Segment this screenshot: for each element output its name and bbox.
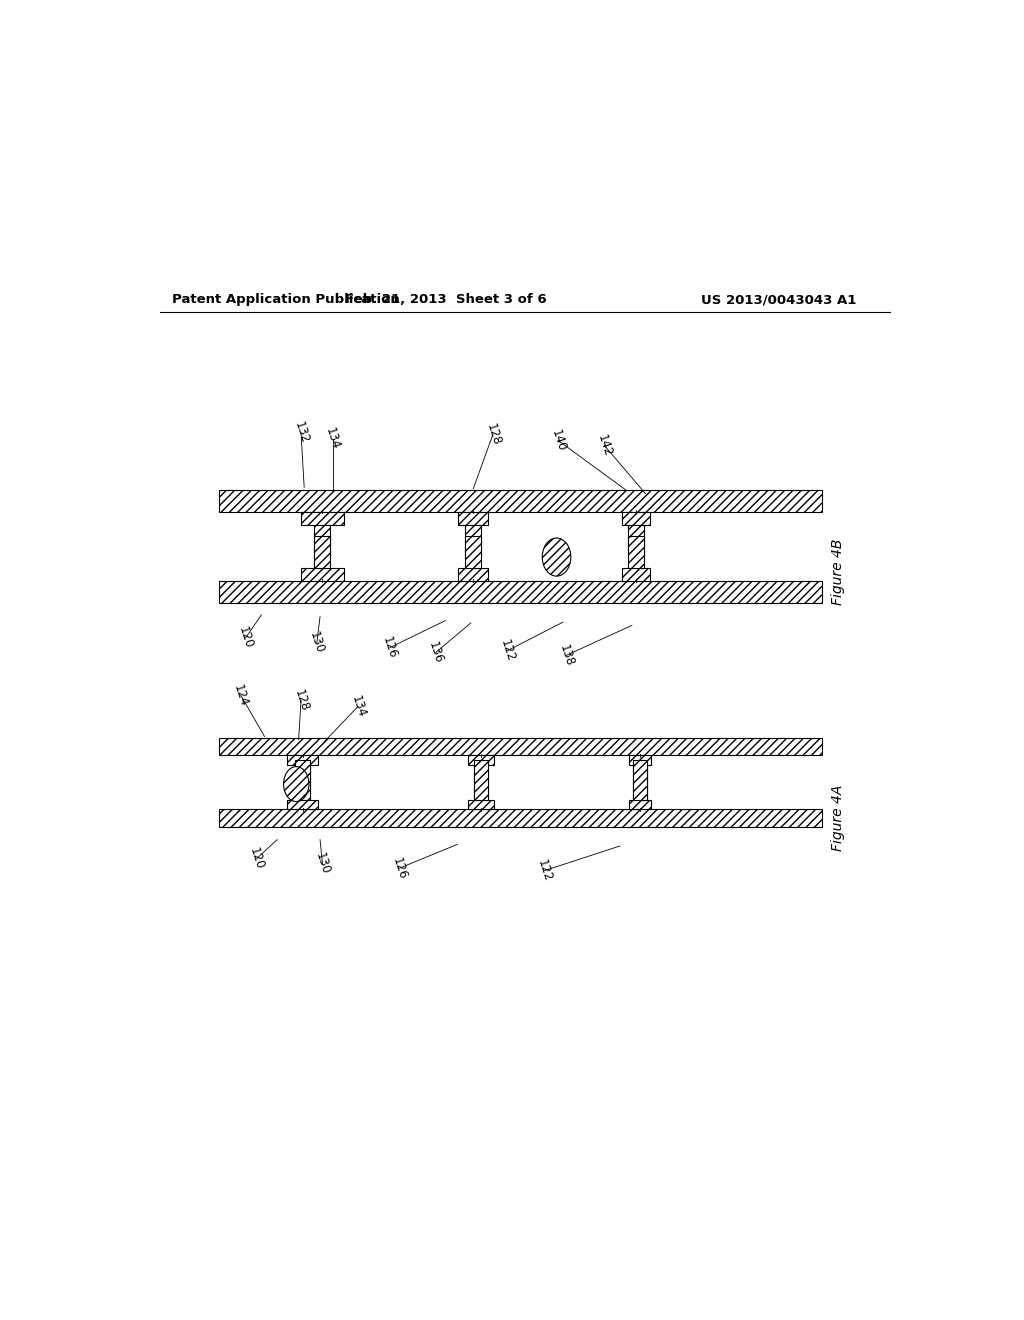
Bar (287, 755, 318, 766)
Bar (628, 524, 644, 556)
Bar (296, 760, 309, 800)
Bar (465, 524, 481, 556)
Bar (219, 490, 822, 512)
Text: 134: 134 (348, 693, 368, 719)
Bar (301, 568, 344, 581)
Bar (622, 512, 650, 524)
Bar (219, 738, 822, 755)
Text: 138: 138 (556, 643, 575, 668)
Bar (468, 800, 494, 809)
Bar (622, 568, 650, 581)
Bar (474, 766, 488, 805)
Ellipse shape (543, 539, 570, 576)
Bar (301, 512, 344, 524)
Bar (219, 581, 822, 603)
Text: 120: 120 (247, 846, 266, 871)
Bar (633, 760, 647, 800)
Text: Figure 4B: Figure 4B (831, 539, 845, 605)
Text: 120: 120 (236, 626, 255, 651)
Bar (629, 800, 651, 809)
Text: 128: 128 (292, 688, 310, 713)
Bar (633, 766, 647, 805)
Bar (474, 760, 488, 800)
Bar (465, 536, 481, 568)
Text: 126: 126 (380, 635, 399, 660)
Bar (629, 755, 651, 766)
Ellipse shape (284, 767, 309, 801)
Text: 130: 130 (312, 851, 332, 876)
Text: 140: 140 (549, 428, 567, 453)
Bar (468, 755, 494, 766)
Bar (628, 536, 644, 568)
Text: Figure 4A: Figure 4A (831, 784, 845, 850)
Text: 122: 122 (535, 858, 554, 883)
Bar (314, 524, 331, 556)
Bar (458, 512, 488, 524)
Text: 134: 134 (324, 426, 342, 451)
Bar (296, 766, 309, 805)
Text: 142: 142 (595, 433, 613, 458)
Text: US 2013/0043043 A1: US 2013/0043043 A1 (701, 293, 856, 306)
Bar (458, 568, 488, 581)
Text: Feb. 21, 2013  Sheet 3 of 6: Feb. 21, 2013 Sheet 3 of 6 (345, 293, 546, 306)
Text: Patent Application Publication: Patent Application Publication (172, 293, 399, 306)
Bar (314, 536, 331, 568)
Text: 128: 128 (483, 421, 503, 446)
Text: 126: 126 (390, 855, 409, 880)
Bar (219, 809, 822, 826)
Text: 124: 124 (231, 682, 250, 708)
Text: 136: 136 (426, 640, 445, 665)
Text: 122: 122 (498, 638, 517, 664)
Text: 130: 130 (307, 630, 327, 656)
Bar (287, 800, 318, 809)
Text: 132: 132 (292, 420, 310, 445)
